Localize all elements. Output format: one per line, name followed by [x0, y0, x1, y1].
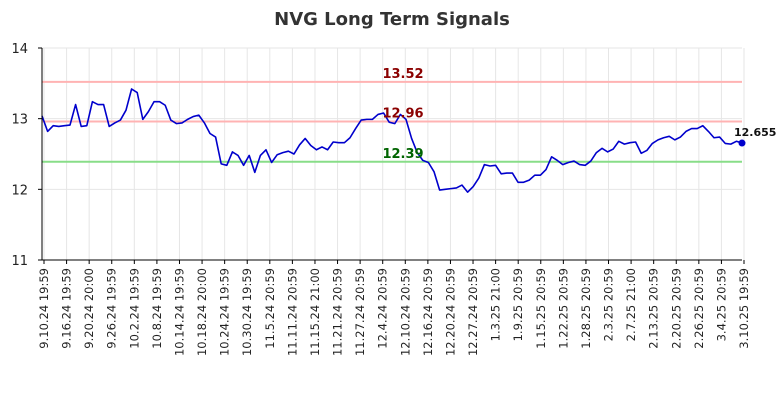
x-tick-label: 12.4.24 20:59 — [376, 268, 390, 349]
x-tick-label: 11.5.24 20:59 — [263, 268, 277, 349]
annotations: 13.52 12.96 12.39 12.655 — [382, 67, 776, 162]
x-tick-label: 10.18.24 20:00 — [195, 268, 209, 356]
x-tick-label: 1.15.25 20:59 — [534, 268, 548, 349]
x-tick-label: 2.7.25 21:00 — [624, 268, 638, 341]
signal-lines — [42, 80, 742, 163]
x-tick-label: 2.20.25 20:59 — [669, 268, 683, 349]
x-tick-label: 3.10.25 19:59 — [737, 268, 751, 349]
x-tick-label: 2.13.25 20:59 — [647, 268, 661, 349]
x-tick-label: 9.20.24 20:00 — [82, 268, 96, 349]
signal-label: 13.52 — [382, 67, 423, 82]
x-tick-label: 2.26.25 20:59 — [692, 268, 706, 349]
signal-label: 12.96 — [382, 106, 423, 121]
x-tick-label: 12.27.24 20:59 — [466, 268, 480, 356]
x-tick-label: 9.16.24 19:59 — [60, 268, 74, 349]
x-tick-label: 10.24.24 19:59 — [218, 268, 232, 356]
x-tick-label: 12.20.24 20:59 — [443, 268, 457, 356]
grid — [42, 47, 745, 261]
x-tick-label: 10.30.24 19:59 — [240, 268, 254, 356]
last-point-marker — [738, 139, 746, 147]
x-tick-label: 9.10.24 19:59 — [37, 268, 51, 349]
x-tick-label: 11.27.24 20:59 — [353, 268, 367, 356]
y-tick-label: 14 — [11, 42, 28, 57]
x-tick-label: 3.4.25 20:59 — [714, 268, 728, 341]
x-tick-label: 10.8.24 19:59 — [150, 268, 164, 349]
series-line — [41, 88, 743, 193]
y-tick-label: 11 — [11, 254, 28, 269]
series-group — [41, 88, 746, 193]
x-tick-label: 12.10.24 20:59 — [398, 268, 412, 356]
x-tick-label: 11.15.24 21:00 — [308, 268, 322, 356]
x-tick-labels: 9.10.24 19:59 9.16.24 19:59 9.20.24 20:00 9… — [37, 260, 751, 356]
x-tick-label: 9.26.24 19:59 — [105, 268, 119, 349]
y-tick-labels: 11 12 13 14 — [11, 42, 42, 269]
x-tick-label: 10.2.24 19:59 — [127, 268, 141, 349]
axes — [41, 48, 742, 261]
chart-title: NVG Long Term Signals — [274, 9, 510, 30]
x-tick-label: 11.11.24 20:59 — [285, 268, 299, 356]
last-value-label: 12.655 — [734, 126, 776, 139]
x-tick-label: 1.22.25 20:59 — [556, 268, 570, 349]
x-tick-label: 12.16.24 20:59 — [421, 268, 435, 356]
x-tick-label: 11.21.24 20:59 — [331, 268, 345, 356]
y-tick-label: 13 — [11, 113, 28, 128]
x-tick-label: 1.9.25 20:59 — [511, 268, 525, 341]
x-tick-label: 1.3.25 21:00 — [489, 268, 503, 341]
x-tick-label: 10.14.24 19:59 — [172, 268, 186, 356]
x-tick-label: 2.3.25 20:59 — [602, 268, 616, 341]
signal-label: 12.39 — [382, 147, 423, 162]
x-tick-label: 1.28.25 20:59 — [579, 268, 593, 349]
y-tick-label: 12 — [11, 183, 28, 198]
